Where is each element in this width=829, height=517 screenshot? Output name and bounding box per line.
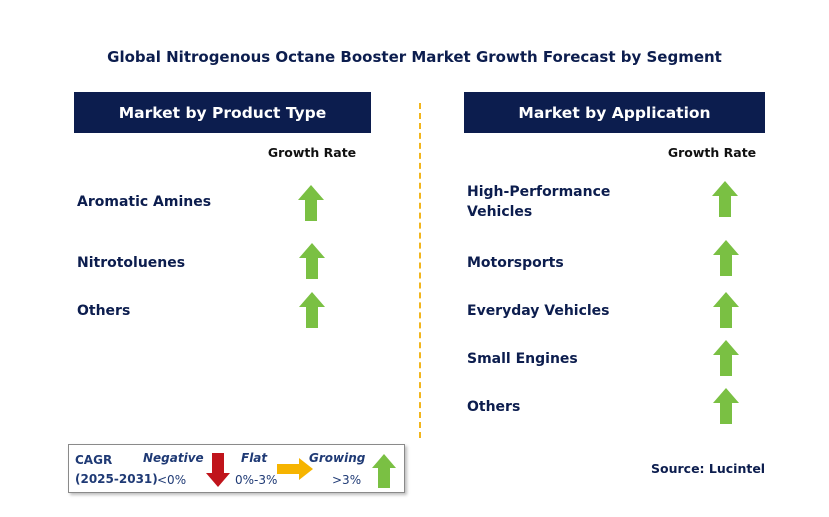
legend-flat-label: Flat <box>241 451 268 465</box>
growing-arrow-icon <box>713 340 739 376</box>
application-row-label: Others <box>467 399 521 415</box>
legend-box: CAGR (2025-2031) Negative <0% Flat 0%-3%… <box>68 444 405 493</box>
growing-arrow-icon <box>299 292 325 328</box>
negative-arrow-icon <box>206 453 230 487</box>
legend-flat-range: 0%-3% <box>235 473 278 487</box>
legend-negative-label: Negative <box>143 451 204 465</box>
application-growth-rate-header: Growth Rate <box>667 145 757 160</box>
panel-divider <box>419 103 421 438</box>
legend-cagr-label: CAGR <box>75 453 113 467</box>
chart-title: Global Nitrogenous Octane Booster Market… <box>107 48 722 66</box>
application-header: Market by Application <box>464 92 765 133</box>
growing-arrow-icon <box>712 181 738 217</box>
product-growth-rate-header: Growth Rate <box>267 145 357 160</box>
product-row-label: Others <box>77 303 131 319</box>
legend-growing-range: >3% <box>332 473 362 487</box>
growing-arrow-icon <box>713 240 739 276</box>
legend-period: (2025-2031) <box>75 472 158 486</box>
legend-growing-label: Growing <box>309 451 366 465</box>
product-type-header: Market by Product Type <box>74 92 371 133</box>
source-label: Source: Lucintel <box>651 461 766 476</box>
growing-arrow-icon <box>372 454 396 488</box>
application-row-label: Motorsports <box>467 255 564 271</box>
application-row-label: Everyday Vehicles <box>467 303 610 319</box>
application-row-label: Small Engines <box>467 351 578 367</box>
product-row-label: Aromatic Amines <box>77 194 212 210</box>
growing-arrow-icon <box>713 388 739 424</box>
product-row-label: Nitrotoluenes <box>77 255 186 271</box>
legend-negative-range: <0% <box>157 473 187 487</box>
flat-arrow-icon <box>277 458 313 480</box>
growing-arrow-icon <box>713 292 739 328</box>
application-row-label: High-Performance Vehicles <box>467 184 611 220</box>
growing-arrow-icon <box>299 243 325 279</box>
growing-arrow-icon <box>298 185 324 221</box>
